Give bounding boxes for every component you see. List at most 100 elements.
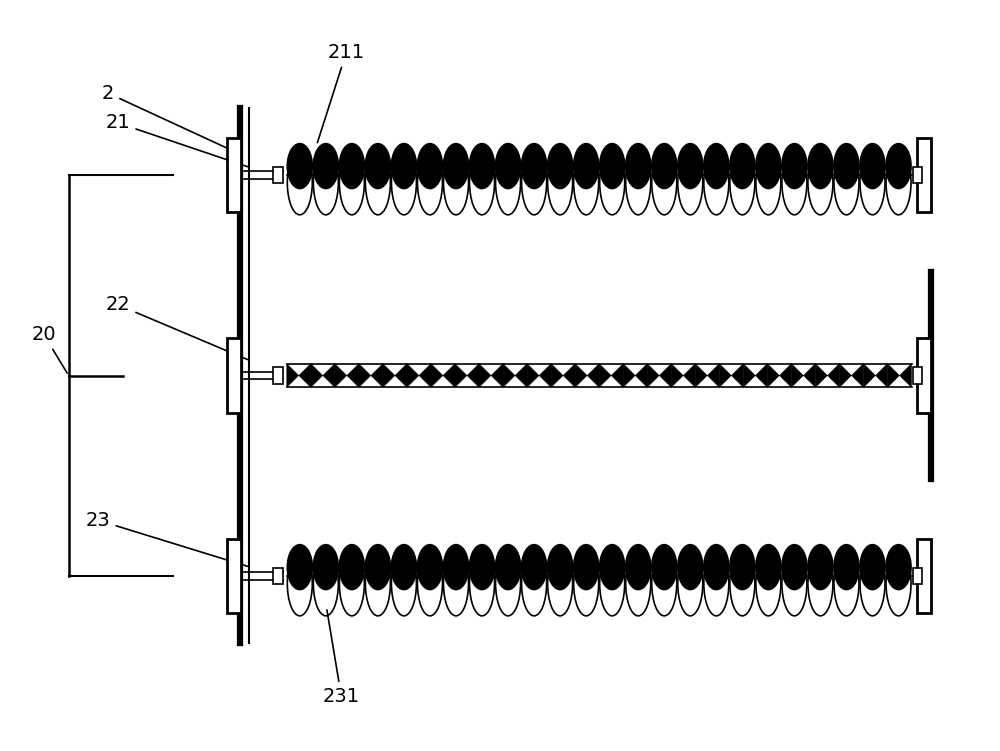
Ellipse shape: [730, 143, 755, 189]
Ellipse shape: [808, 150, 833, 215]
Ellipse shape: [496, 551, 521, 616]
Ellipse shape: [678, 150, 703, 215]
Ellipse shape: [600, 551, 625, 616]
Ellipse shape: [600, 150, 625, 215]
Ellipse shape: [365, 143, 390, 189]
Ellipse shape: [782, 551, 807, 616]
Ellipse shape: [470, 150, 495, 215]
Polygon shape: [347, 363, 359, 388]
Polygon shape: [515, 363, 527, 388]
Polygon shape: [839, 363, 851, 388]
Polygon shape: [479, 363, 491, 388]
Ellipse shape: [339, 150, 364, 215]
Polygon shape: [299, 363, 311, 388]
Ellipse shape: [860, 551, 885, 616]
Ellipse shape: [704, 143, 729, 189]
Ellipse shape: [443, 544, 468, 590]
Ellipse shape: [470, 544, 495, 590]
Ellipse shape: [496, 143, 521, 189]
Polygon shape: [827, 363, 839, 388]
Ellipse shape: [808, 544, 833, 590]
Text: 2: 2: [102, 84, 238, 153]
Polygon shape: [455, 363, 467, 388]
Text: 211: 211: [317, 43, 365, 143]
Ellipse shape: [313, 544, 338, 590]
Ellipse shape: [808, 551, 833, 616]
Polygon shape: [779, 363, 791, 388]
Ellipse shape: [834, 544, 859, 590]
Ellipse shape: [730, 551, 755, 616]
Ellipse shape: [287, 551, 312, 616]
Ellipse shape: [548, 143, 573, 189]
Bar: [913, 568, 922, 584]
Text: 231: 231: [323, 610, 360, 706]
Text: 22: 22: [106, 295, 248, 360]
Polygon shape: [623, 363, 635, 388]
Bar: [273, 167, 283, 183]
Polygon shape: [659, 363, 671, 388]
Ellipse shape: [834, 551, 859, 616]
Ellipse shape: [365, 544, 390, 590]
Ellipse shape: [574, 150, 599, 215]
Ellipse shape: [522, 150, 547, 215]
Bar: [913, 367, 922, 384]
Bar: [917, 539, 931, 613]
Ellipse shape: [626, 551, 651, 616]
Ellipse shape: [730, 544, 755, 590]
Polygon shape: [419, 363, 431, 388]
Ellipse shape: [522, 544, 547, 590]
Polygon shape: [875, 363, 888, 388]
Text: 21: 21: [106, 113, 247, 167]
Ellipse shape: [496, 150, 521, 215]
Ellipse shape: [391, 143, 416, 189]
Ellipse shape: [548, 544, 573, 590]
Ellipse shape: [886, 551, 911, 616]
Ellipse shape: [756, 544, 781, 590]
Ellipse shape: [365, 551, 390, 616]
Polygon shape: [491, 363, 503, 388]
Ellipse shape: [782, 143, 807, 189]
Bar: [273, 568, 283, 584]
Ellipse shape: [704, 544, 729, 590]
Ellipse shape: [443, 150, 468, 215]
Ellipse shape: [417, 544, 442, 590]
Bar: [227, 539, 241, 613]
Polygon shape: [803, 363, 815, 388]
Polygon shape: [743, 363, 755, 388]
Polygon shape: [335, 363, 347, 388]
Polygon shape: [383, 363, 395, 388]
Polygon shape: [695, 363, 707, 388]
Polygon shape: [707, 363, 719, 388]
Bar: [917, 138, 931, 212]
Text: 23: 23: [86, 511, 247, 566]
Ellipse shape: [417, 551, 442, 616]
Ellipse shape: [626, 143, 651, 189]
Polygon shape: [767, 363, 779, 388]
Polygon shape: [791, 363, 803, 388]
Ellipse shape: [860, 544, 885, 590]
Bar: [917, 339, 931, 412]
Ellipse shape: [417, 143, 442, 189]
Polygon shape: [755, 363, 767, 388]
Polygon shape: [575, 363, 587, 388]
Bar: [273, 367, 283, 384]
Ellipse shape: [730, 150, 755, 215]
Polygon shape: [503, 363, 515, 388]
Polygon shape: [311, 363, 323, 388]
Ellipse shape: [756, 150, 781, 215]
Ellipse shape: [391, 551, 416, 616]
Polygon shape: [863, 363, 875, 388]
Ellipse shape: [339, 143, 364, 189]
Ellipse shape: [522, 143, 547, 189]
Ellipse shape: [470, 551, 495, 616]
Polygon shape: [407, 363, 419, 388]
Polygon shape: [647, 363, 659, 388]
Polygon shape: [587, 363, 599, 388]
Ellipse shape: [808, 143, 833, 189]
Ellipse shape: [522, 551, 547, 616]
Ellipse shape: [678, 551, 703, 616]
Ellipse shape: [287, 150, 312, 215]
Bar: [227, 138, 241, 212]
Text: 20: 20: [32, 325, 67, 373]
Ellipse shape: [365, 150, 390, 215]
